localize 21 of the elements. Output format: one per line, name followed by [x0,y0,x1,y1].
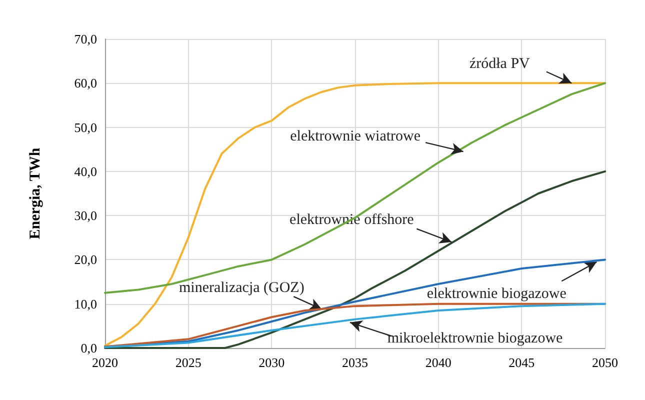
x-tick-label: 2025 [175,355,202,370]
y-tick-label: 10,0 [74,296,97,312]
y-tick-label: 50,0 [74,120,97,135]
annotation: źródła PV [469,56,530,72]
y-tick-label: 40,0 [74,164,97,179]
annotation: elektrownie biogazowe [426,286,567,302]
x-tick-label: 2020 [92,355,118,370]
y-tick-label: 70,0 [74,32,97,46]
annotation: elektrownie wiatrowe [290,128,421,145]
x-tick-label: 2045 [508,355,535,370]
annotation: mineralizacja (GOZ) [178,280,304,296]
x-tick-label: 2035 [342,355,368,370]
y-tick-label: 20,0 [74,252,97,268]
y-tick-label: 30,0 [74,208,97,224]
annotation: mikroelektrownie biogazowe [387,330,564,346]
x-tick-label: 2050 [592,355,618,370]
y-axis-title: Energia, TWh [28,147,44,240]
x-tick-label: 2030 [258,355,285,370]
x-tick-label: 2040 [425,355,452,370]
y-tick-label: 0,0 [80,340,97,356]
y-tick-label: 60,0 [74,76,97,91]
